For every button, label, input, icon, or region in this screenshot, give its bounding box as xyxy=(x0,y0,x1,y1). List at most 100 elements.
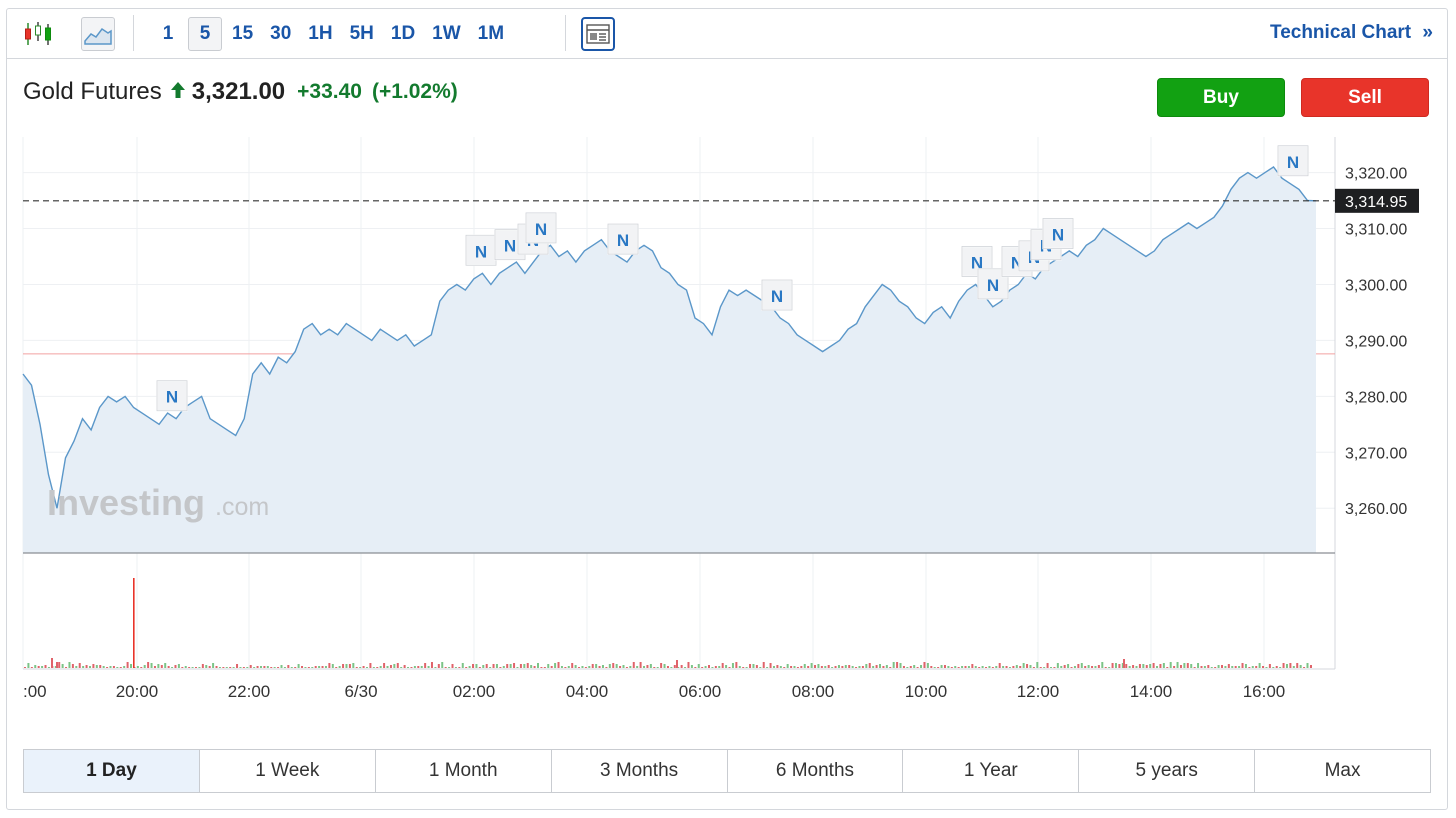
volume-bar xyxy=(807,666,810,668)
volume-bar xyxy=(663,664,666,668)
volume-bar xyxy=(396,663,399,668)
price-chart[interactable]: Investing .com NNNNNNNNNNNNNN 3,320.003,… xyxy=(7,129,1447,699)
range-6-months[interactable]: 6 Months xyxy=(728,750,904,792)
volume-bar xyxy=(348,664,351,668)
interval-1d[interactable]: 1D xyxy=(390,23,416,44)
volume-bar xyxy=(564,667,567,668)
news-layout-icon[interactable] xyxy=(581,17,615,51)
volume-bar xyxy=(215,666,218,668)
volume-bar xyxy=(516,667,519,668)
sell-button[interactable]: Sell xyxy=(1301,78,1429,117)
volume-bar xyxy=(1053,667,1056,668)
volume-bar xyxy=(489,667,492,668)
volume-bar xyxy=(277,667,280,668)
range-1-month[interactable]: 1 Month xyxy=(376,750,552,792)
volume-bar xyxy=(41,666,44,668)
time-axis-label: 14:00 xyxy=(1130,682,1173,699)
volume-bar xyxy=(550,666,553,668)
volume-bar xyxy=(37,666,40,668)
interval-1w[interactable]: 1W xyxy=(432,23,461,44)
volume-bar xyxy=(680,665,683,668)
volume-bar xyxy=(947,666,950,668)
volume-bar xyxy=(324,666,327,668)
news-marker[interactable]: N xyxy=(607,223,639,255)
volume-bar xyxy=(776,665,779,668)
volume-bar xyxy=(690,665,693,668)
volume-bar xyxy=(205,665,208,668)
news-marker[interactable]: N xyxy=(156,379,188,412)
price-axis-label: 3,320.00 xyxy=(1345,166,1407,183)
volume-bar xyxy=(314,666,317,668)
volume-bar xyxy=(991,667,994,668)
volume-bar xyxy=(1046,663,1049,668)
volume-bar xyxy=(896,662,899,668)
instrument-name: Gold Futures xyxy=(23,78,162,105)
candlestick-icon[interactable] xyxy=(21,17,55,51)
volume-bar xyxy=(256,666,259,668)
volume-bar xyxy=(1173,666,1176,668)
volume-bar xyxy=(745,667,748,668)
time-axis-label: 04:00 xyxy=(566,682,609,699)
volume-bar xyxy=(995,666,998,668)
price-axis-label: 3,310.00 xyxy=(1345,222,1407,239)
price-line xyxy=(22,166,1317,509)
volume-bar xyxy=(102,666,105,668)
volume-bar xyxy=(1221,665,1223,668)
range-max[interactable]: Max xyxy=(1324,760,1361,781)
volume-bar xyxy=(954,666,957,668)
volume-bar xyxy=(1289,663,1292,668)
interval-1m[interactable]: 1M xyxy=(477,23,505,44)
technical-chart-link[interactable]: Technical Chart » xyxy=(1270,22,1433,44)
volume-bar xyxy=(964,666,967,668)
interval-5[interactable]: 5 xyxy=(188,17,222,51)
volume-bar xyxy=(437,664,440,668)
interval-5h[interactable]: 5H xyxy=(349,23,374,44)
volume-bar xyxy=(1186,663,1189,668)
volume-bar xyxy=(1279,667,1282,668)
watermark-logo: Investing .com xyxy=(47,482,269,523)
range-5-years[interactable]: 5 years xyxy=(1079,750,1256,792)
buy-button[interactable]: Buy xyxy=(1157,78,1285,117)
volume-bar xyxy=(1262,666,1265,668)
volume-bar xyxy=(24,667,26,668)
range-3-months[interactable]: 3 Months xyxy=(552,750,728,792)
range-1-week[interactable]: 1 Week xyxy=(200,750,376,792)
instrument-header: Gold Futures 3,321.00 +33.40 (+1.02%) xyxy=(23,77,458,107)
volume-bar xyxy=(1179,665,1182,668)
volume-bar xyxy=(1251,666,1254,668)
volume-bar xyxy=(916,667,919,668)
volume-bar xyxy=(1132,665,1135,668)
volume-bar xyxy=(1169,662,1172,668)
volume-bar xyxy=(27,663,30,668)
area-chart-icon[interactable] xyxy=(81,17,115,51)
volume-bar xyxy=(212,663,215,668)
volume-bar xyxy=(389,665,392,668)
volume-bar xyxy=(653,667,656,668)
interval-15[interactable]: 15 xyxy=(232,23,254,44)
volume-bar xyxy=(232,667,235,668)
volume-bar xyxy=(475,664,478,668)
volume-bar xyxy=(56,662,58,668)
interval-30[interactable]: 30 xyxy=(270,23,292,44)
volume-bar xyxy=(109,666,112,668)
news-marker[interactable]: N xyxy=(761,279,793,311)
volume-bar xyxy=(957,667,960,668)
range-1-day[interactable]: 1 Day xyxy=(24,750,200,792)
range-1-year[interactable]: 1 Year xyxy=(903,750,1080,792)
news-marker[interactable]: N xyxy=(1042,217,1074,250)
interval-1[interactable]: 1 xyxy=(162,23,174,44)
volume-bar xyxy=(666,666,669,668)
volume-bar xyxy=(1227,664,1230,668)
volume-bar xyxy=(335,667,338,668)
volume-bar xyxy=(1193,667,1196,668)
price-axis-label: 3,300.00 xyxy=(1345,277,1407,294)
volume-bar xyxy=(1231,666,1234,668)
news-marker[interactable]: N xyxy=(465,234,497,267)
volume-bar xyxy=(106,667,109,668)
volume-bar xyxy=(222,667,225,668)
news-marker[interactable]: N xyxy=(1277,145,1309,177)
news-marker[interactable]: N xyxy=(525,212,557,244)
news-marker-label: N xyxy=(535,220,547,239)
volume-bar xyxy=(926,663,929,668)
interval-1h[interactable]: 1H xyxy=(308,23,333,44)
